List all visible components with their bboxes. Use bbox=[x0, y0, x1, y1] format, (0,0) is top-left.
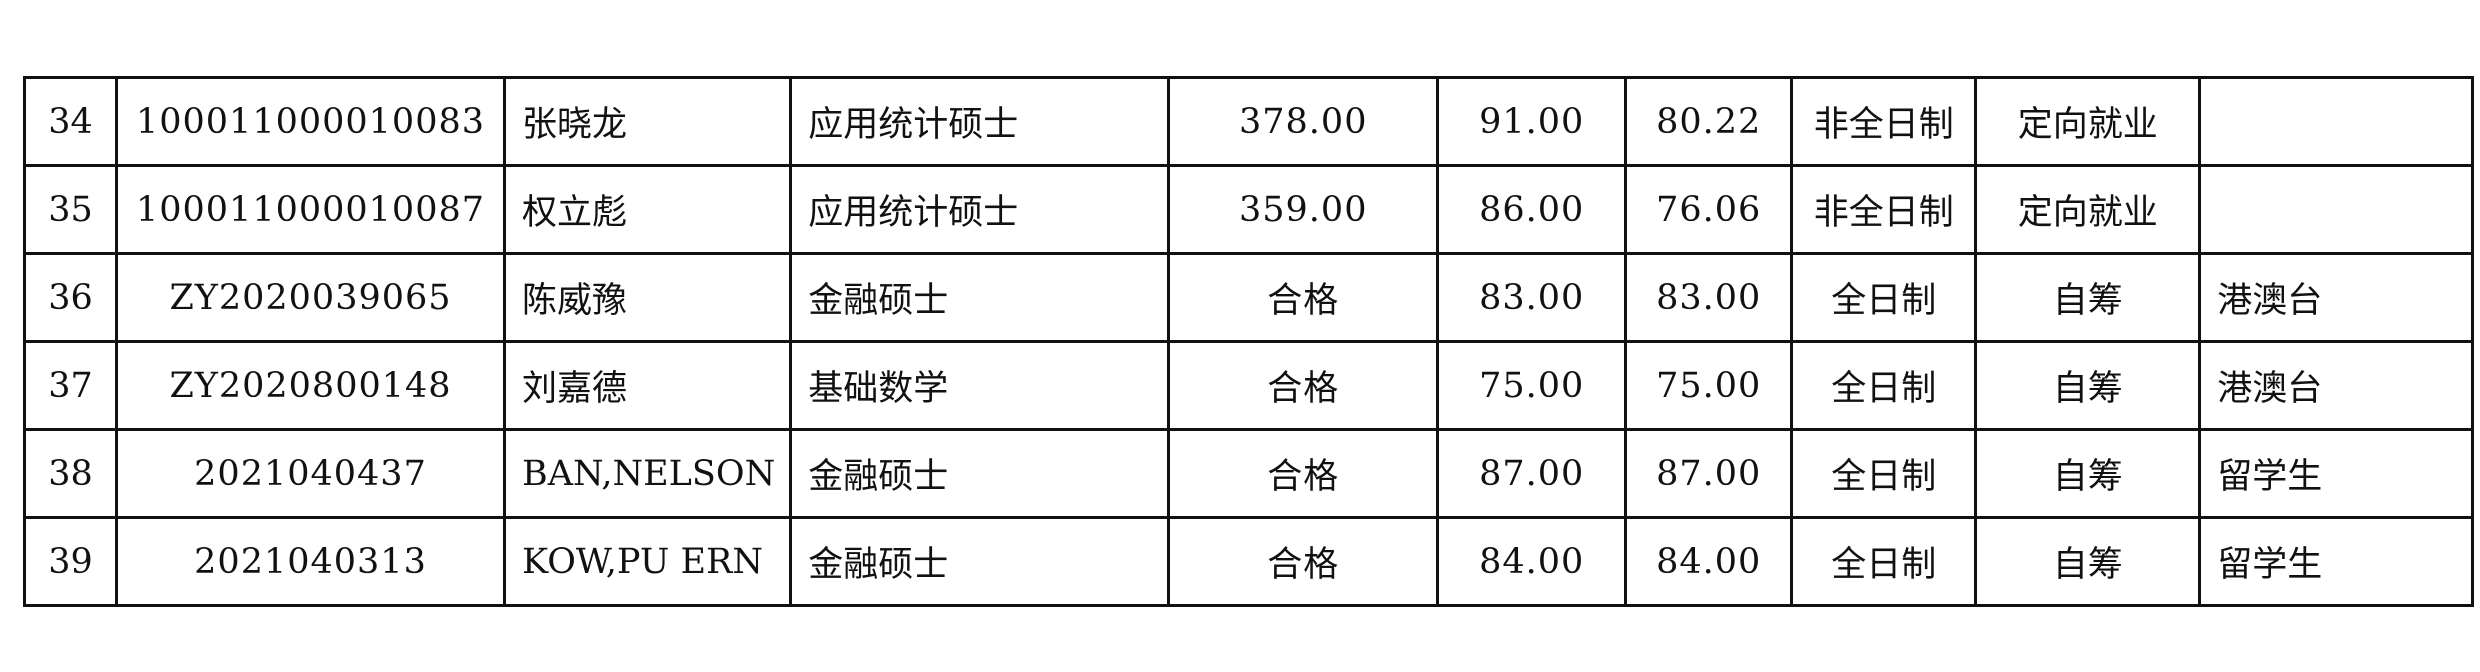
remark-cell: 留学生 bbox=[2198, 516, 2475, 607]
study-mode-cell: 全日制 bbox=[1790, 252, 1978, 343]
study-mode-cell: 非全日制 bbox=[1790, 76, 1978, 167]
candidate-name-cell: 权立彪 bbox=[502, 164, 793, 255]
table-row: 38 2021040437 BAN,NELSON 金融硕士 合格 87.00 87.00 全日… bbox=[23, 428, 2475, 519]
initial-score-cell: 合格 bbox=[1167, 428, 1440, 519]
remark-cell: 留学生 bbox=[2198, 428, 2475, 519]
table-row: 39 2021040313 KOW,PU ERN 金融硕士 合格 84.00 84.00 全日… bbox=[23, 516, 2475, 607]
remark-cell bbox=[2198, 76, 2475, 167]
candidate-id-cell: 2021040313 bbox=[115, 516, 506, 607]
interview-score-cell: 91.00 bbox=[1436, 76, 1628, 167]
remark-cell: 港澳台 bbox=[2198, 340, 2475, 431]
major-cell: 应用统计硕士 bbox=[789, 76, 1171, 167]
funding-plan-cell: 自筹 bbox=[1974, 428, 2202, 519]
total-score-cell: 75.00 bbox=[1624, 340, 1794, 431]
initial-score-cell: 359.00 bbox=[1167, 164, 1440, 255]
study-mode-cell: 非全日制 bbox=[1790, 164, 1978, 255]
interview-score-cell: 75.00 bbox=[1436, 340, 1628, 431]
initial-score-cell: 合格 bbox=[1167, 516, 1440, 607]
remark-cell bbox=[2198, 164, 2475, 255]
row-number-cell: 37 bbox=[23, 340, 118, 431]
interview-score-cell: 83.00 bbox=[1436, 252, 1628, 343]
total-score-cell: 83.00 bbox=[1624, 252, 1794, 343]
row-number-cell: 34 bbox=[23, 76, 118, 167]
admission-list-table: 34 100011000010083 张晓龙 应用统计硕士 378.00 91.00 80.… bbox=[23, 76, 2475, 607]
table-row: 36 ZY2020039065 陈威豫 金融硕士 合格 83.00 83.00 全日制 自筹 港澳… bbox=[23, 252, 2475, 343]
major-cell: 金融硕士 bbox=[789, 516, 1171, 607]
total-score-cell: 84.00 bbox=[1624, 516, 1794, 607]
funding-plan-cell: 定向就业 bbox=[1974, 164, 2202, 255]
candidate-name-cell: BAN,NELSON bbox=[502, 428, 793, 519]
row-number-cell: 39 bbox=[23, 516, 118, 607]
candidate-id-cell: 2021040437 bbox=[115, 428, 506, 519]
funding-plan-cell: 自筹 bbox=[1974, 516, 2202, 607]
remark-cell: 港澳台 bbox=[2198, 252, 2475, 343]
funding-plan-cell: 自筹 bbox=[1974, 340, 2202, 431]
table-row: 34 100011000010083 张晓龙 应用统计硕士 378.00 91.00 80.… bbox=[23, 76, 2475, 167]
total-score-cell: 76.06 bbox=[1624, 164, 1794, 255]
major-cell: 金融硕士 bbox=[789, 428, 1171, 519]
candidate-name-cell: 张晓龙 bbox=[502, 76, 793, 167]
row-number-cell: 36 bbox=[23, 252, 118, 343]
candidate-name-cell: 刘嘉德 bbox=[502, 340, 793, 431]
funding-plan-cell: 自筹 bbox=[1974, 252, 2202, 343]
major-cell: 应用统计硕士 bbox=[789, 164, 1171, 255]
candidate-name-cell: 陈威豫 bbox=[502, 252, 793, 343]
row-number-cell: 35 bbox=[23, 164, 118, 255]
candidate-id-cell: ZY2020039065 bbox=[115, 252, 506, 343]
funding-plan-cell: 定向就业 bbox=[1974, 76, 2202, 167]
major-cell: 基础数学 bbox=[789, 340, 1171, 431]
total-score-cell: 80.22 bbox=[1624, 76, 1794, 167]
initial-score-cell: 378.00 bbox=[1167, 76, 1440, 167]
candidate-id-cell: ZY2020800148 bbox=[115, 340, 506, 431]
row-number-cell: 38 bbox=[23, 428, 118, 519]
table-row: 37 ZY2020800148 刘嘉德 基础数学 合格 75.00 75.00 全日制 自筹 港澳… bbox=[23, 340, 2475, 431]
major-cell: 金融硕士 bbox=[789, 252, 1171, 343]
initial-score-cell: 合格 bbox=[1167, 340, 1440, 431]
interview-score-cell: 84.00 bbox=[1436, 516, 1628, 607]
candidate-id-cell: 100011000010087 bbox=[115, 164, 506, 255]
interview-score-cell: 86.00 bbox=[1436, 164, 1628, 255]
study-mode-cell: 全日制 bbox=[1790, 340, 1978, 431]
total-score-cell: 87.00 bbox=[1624, 428, 1794, 519]
interview-score-cell: 87.00 bbox=[1436, 428, 1628, 519]
initial-score-cell: 合格 bbox=[1167, 252, 1440, 343]
study-mode-cell: 全日制 bbox=[1790, 516, 1978, 607]
candidate-name-cell: KOW,PU ERN bbox=[502, 516, 793, 607]
study-mode-cell: 全日制 bbox=[1790, 428, 1978, 519]
candidate-id-cell: 100011000010083 bbox=[115, 76, 506, 167]
table-row: 35 100011000010087 权立彪 应用统计硕士 359.00 86.00 76.… bbox=[23, 164, 2475, 255]
